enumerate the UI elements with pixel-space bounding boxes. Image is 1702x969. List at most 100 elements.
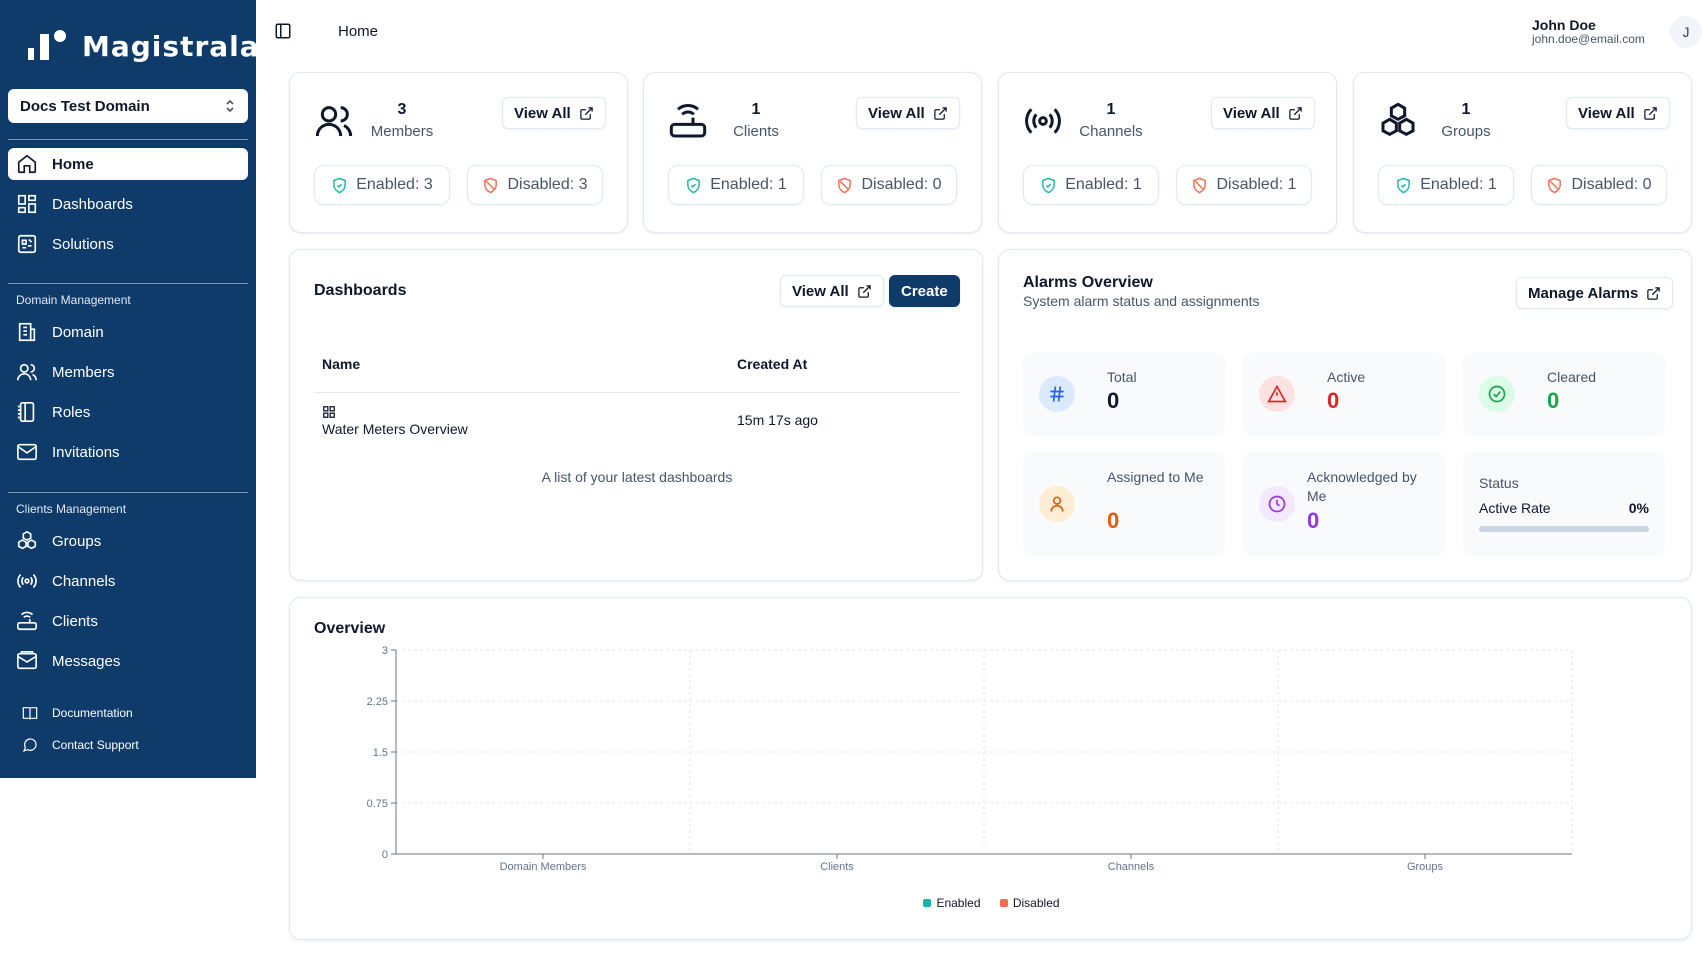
section-label-clients: Clients Management xyxy=(16,502,127,516)
user-icon xyxy=(1039,486,1075,522)
x-tick-label: Channels xyxy=(1108,861,1155,873)
view-all-dashboards-button[interactable]: View All xyxy=(780,275,884,307)
table-row[interactable]: Water Meters Overview 15m 17s ago xyxy=(314,393,960,445)
alarm-status-tile: Status Active Rate 0% xyxy=(1463,452,1665,556)
sidebar-item-label: Invitations xyxy=(52,443,120,461)
external-link-icon xyxy=(1288,106,1302,120)
breadcrumb[interactable]: Home xyxy=(338,23,379,40)
disabled-badge[interactable]: Disabled: 1 xyxy=(1176,165,1312,205)
disabled-badge[interactable]: Disabled: 0 xyxy=(1531,165,1667,205)
domain-selector[interactable]: Docs Test Domain xyxy=(8,89,248,123)
user-info[interactable]: John Doe john.doe@email.com xyxy=(1532,17,1645,45)
shield-check-icon xyxy=(1397,177,1411,193)
view-all-channels-button[interactable]: View All xyxy=(1211,97,1315,129)
alarm-assigned-tile[interactable]: Assigned to Me 0 xyxy=(1023,452,1225,556)
alarm-total-tile[interactable]: Total 0 xyxy=(1023,352,1225,436)
stat-label: Clients xyxy=(733,123,779,140)
view-all-members-button[interactable]: View All xyxy=(502,97,606,129)
home-icon xyxy=(17,154,37,174)
enabled-badge[interactable]: Enabled: 1 xyxy=(1023,165,1159,205)
disabled-badge[interactable]: Disabled: 3 xyxy=(467,165,603,205)
legend-item-disabled[interactable]: Disabled xyxy=(999,896,1060,910)
sidebar-item-label: Documentation xyxy=(52,706,133,720)
logo[interactable]: Magistrala xyxy=(26,28,260,64)
alarm-cleared-label: Cleared xyxy=(1547,369,1597,385)
alarm-total-label: Total xyxy=(1107,369,1137,385)
alarm-acknowledged-tile[interactable]: Acknowledged by Me 0 xyxy=(1243,452,1445,556)
sidebar-item-label: Channels xyxy=(52,572,116,590)
radio-icon xyxy=(1025,108,1061,134)
notebook-icon xyxy=(17,402,35,422)
avatar[interactable]: J xyxy=(1670,16,1702,48)
overview-chart: 0 0.75 1.5 2.25 3 Domain Members Clients Channe… xyxy=(367,645,1573,873)
disabled-count: Disabled: 0 xyxy=(1571,176,1652,193)
stat-card-members: 3 Members View All Enabled: 3 Disabled: … xyxy=(289,72,628,233)
sidebar-item-solutions[interactable]: Solutions xyxy=(8,228,248,260)
stat-count: 1 xyxy=(1461,101,1471,118)
sidebar-item-clients[interactable]: Clients xyxy=(8,605,248,637)
view-all-groups-button[interactable]: View All xyxy=(1566,97,1670,129)
clock-icon xyxy=(1259,486,1295,522)
sidebar-toggle-icon[interactable] xyxy=(274,22,292,40)
sidebar-item-roles[interactable]: Roles xyxy=(8,396,248,428)
sidebar-item-domain[interactable]: Domain xyxy=(8,316,248,348)
sidebar-item-label: Roles xyxy=(52,403,91,421)
sidebar-item-invitations[interactable]: Invitations xyxy=(8,436,248,468)
sidebar-item-messages[interactable]: Messages xyxy=(8,645,248,677)
alarm-cleared-tile[interactable]: Cleared 0 xyxy=(1463,352,1665,436)
enabled-badge[interactable]: Enabled: 1 xyxy=(668,165,804,205)
enabled-count: Enabled: 1 xyxy=(1420,176,1497,193)
alarm-active-tile[interactable]: Active 0 xyxy=(1243,352,1445,436)
router-icon xyxy=(17,611,37,631)
disabled-badge[interactable]: Disabled: 0 xyxy=(821,165,957,205)
sidebar-divider xyxy=(8,283,248,284)
sidebar-item-groups[interactable]: Groups xyxy=(8,525,248,557)
button-label: View All xyxy=(868,104,925,122)
alarm-cleared-value: 0 xyxy=(1547,388,1560,413)
message-circle-icon xyxy=(22,738,37,753)
button-label: View All xyxy=(514,104,571,122)
user-name: John Doe xyxy=(1532,17,1596,33)
mail-open-icon xyxy=(17,651,37,670)
external-link-icon xyxy=(1647,286,1661,300)
alarms-subtitle: System alarm status and assignments xyxy=(1023,293,1260,309)
alert-triangle-icon xyxy=(1259,376,1295,412)
sidebar-item-channels[interactable]: Channels xyxy=(8,565,248,597)
chart-legend: Enabled Disabled xyxy=(290,896,1693,910)
manage-alarms-button[interactable]: Manage Alarms xyxy=(1516,277,1674,309)
y-tick-label: 0 xyxy=(382,849,388,861)
legend-item-enabled[interactable]: Enabled xyxy=(923,896,981,910)
stat-count: 1 xyxy=(1106,101,1116,118)
sidebar-item-label: Solutions xyxy=(52,235,114,253)
mail-icon xyxy=(17,443,37,461)
alarms-title: Alarms Overview xyxy=(1023,274,1153,291)
view-all-clients-button[interactable]: View All xyxy=(856,97,960,129)
create-dashboard-button[interactable]: Create xyxy=(889,275,960,307)
column-header-created[interactable]: Created At xyxy=(737,356,808,372)
column-header-name[interactable]: Name xyxy=(322,356,361,372)
sidebar-item-dashboards[interactable]: Dashboards xyxy=(8,188,248,220)
legend-label: Disabled xyxy=(1012,896,1060,910)
dashboards-title: Dashboards xyxy=(314,282,407,299)
enabled-count: Enabled: 1 xyxy=(1065,176,1142,193)
sidebar-item-members[interactable]: Members xyxy=(8,356,248,388)
alarm-assigned-label: Assigned to Me xyxy=(1107,469,1204,485)
y-tick-label: 2.25 xyxy=(367,696,388,708)
sidebar-item-label: Messages xyxy=(52,652,121,670)
alarm-acknowledged-value: 0 xyxy=(1307,508,1320,533)
users-icon xyxy=(315,106,353,137)
x-tick-label: Domain Members xyxy=(500,861,587,873)
dashboard-name: Water Meters Overview xyxy=(322,421,468,437)
table-caption: A list of your latest dashboards xyxy=(541,469,733,485)
sidebar-item-contact-support[interactable]: Contact Support xyxy=(22,737,139,753)
legend-label: Enabled xyxy=(936,896,981,910)
sidebar-item-documentation[interactable]: Documentation xyxy=(22,705,133,721)
overview-card: Overview 0 0.75 1.5 2.25 3 Domain Members Clie… xyxy=(289,597,1692,940)
dashboard-created: 15m 17s ago xyxy=(737,412,818,428)
sidebar-item-home[interactable]: Home xyxy=(8,148,248,180)
stat-label: Groups xyxy=(1441,123,1491,140)
enabled-badge[interactable]: Enabled: 3 xyxy=(314,165,450,205)
stat-count: 1 xyxy=(751,101,761,118)
enabled-badge[interactable]: Enabled: 1 xyxy=(1378,165,1514,205)
sidebar: Magistrala Docs Test Domain Home Dashboa… xyxy=(0,0,259,778)
